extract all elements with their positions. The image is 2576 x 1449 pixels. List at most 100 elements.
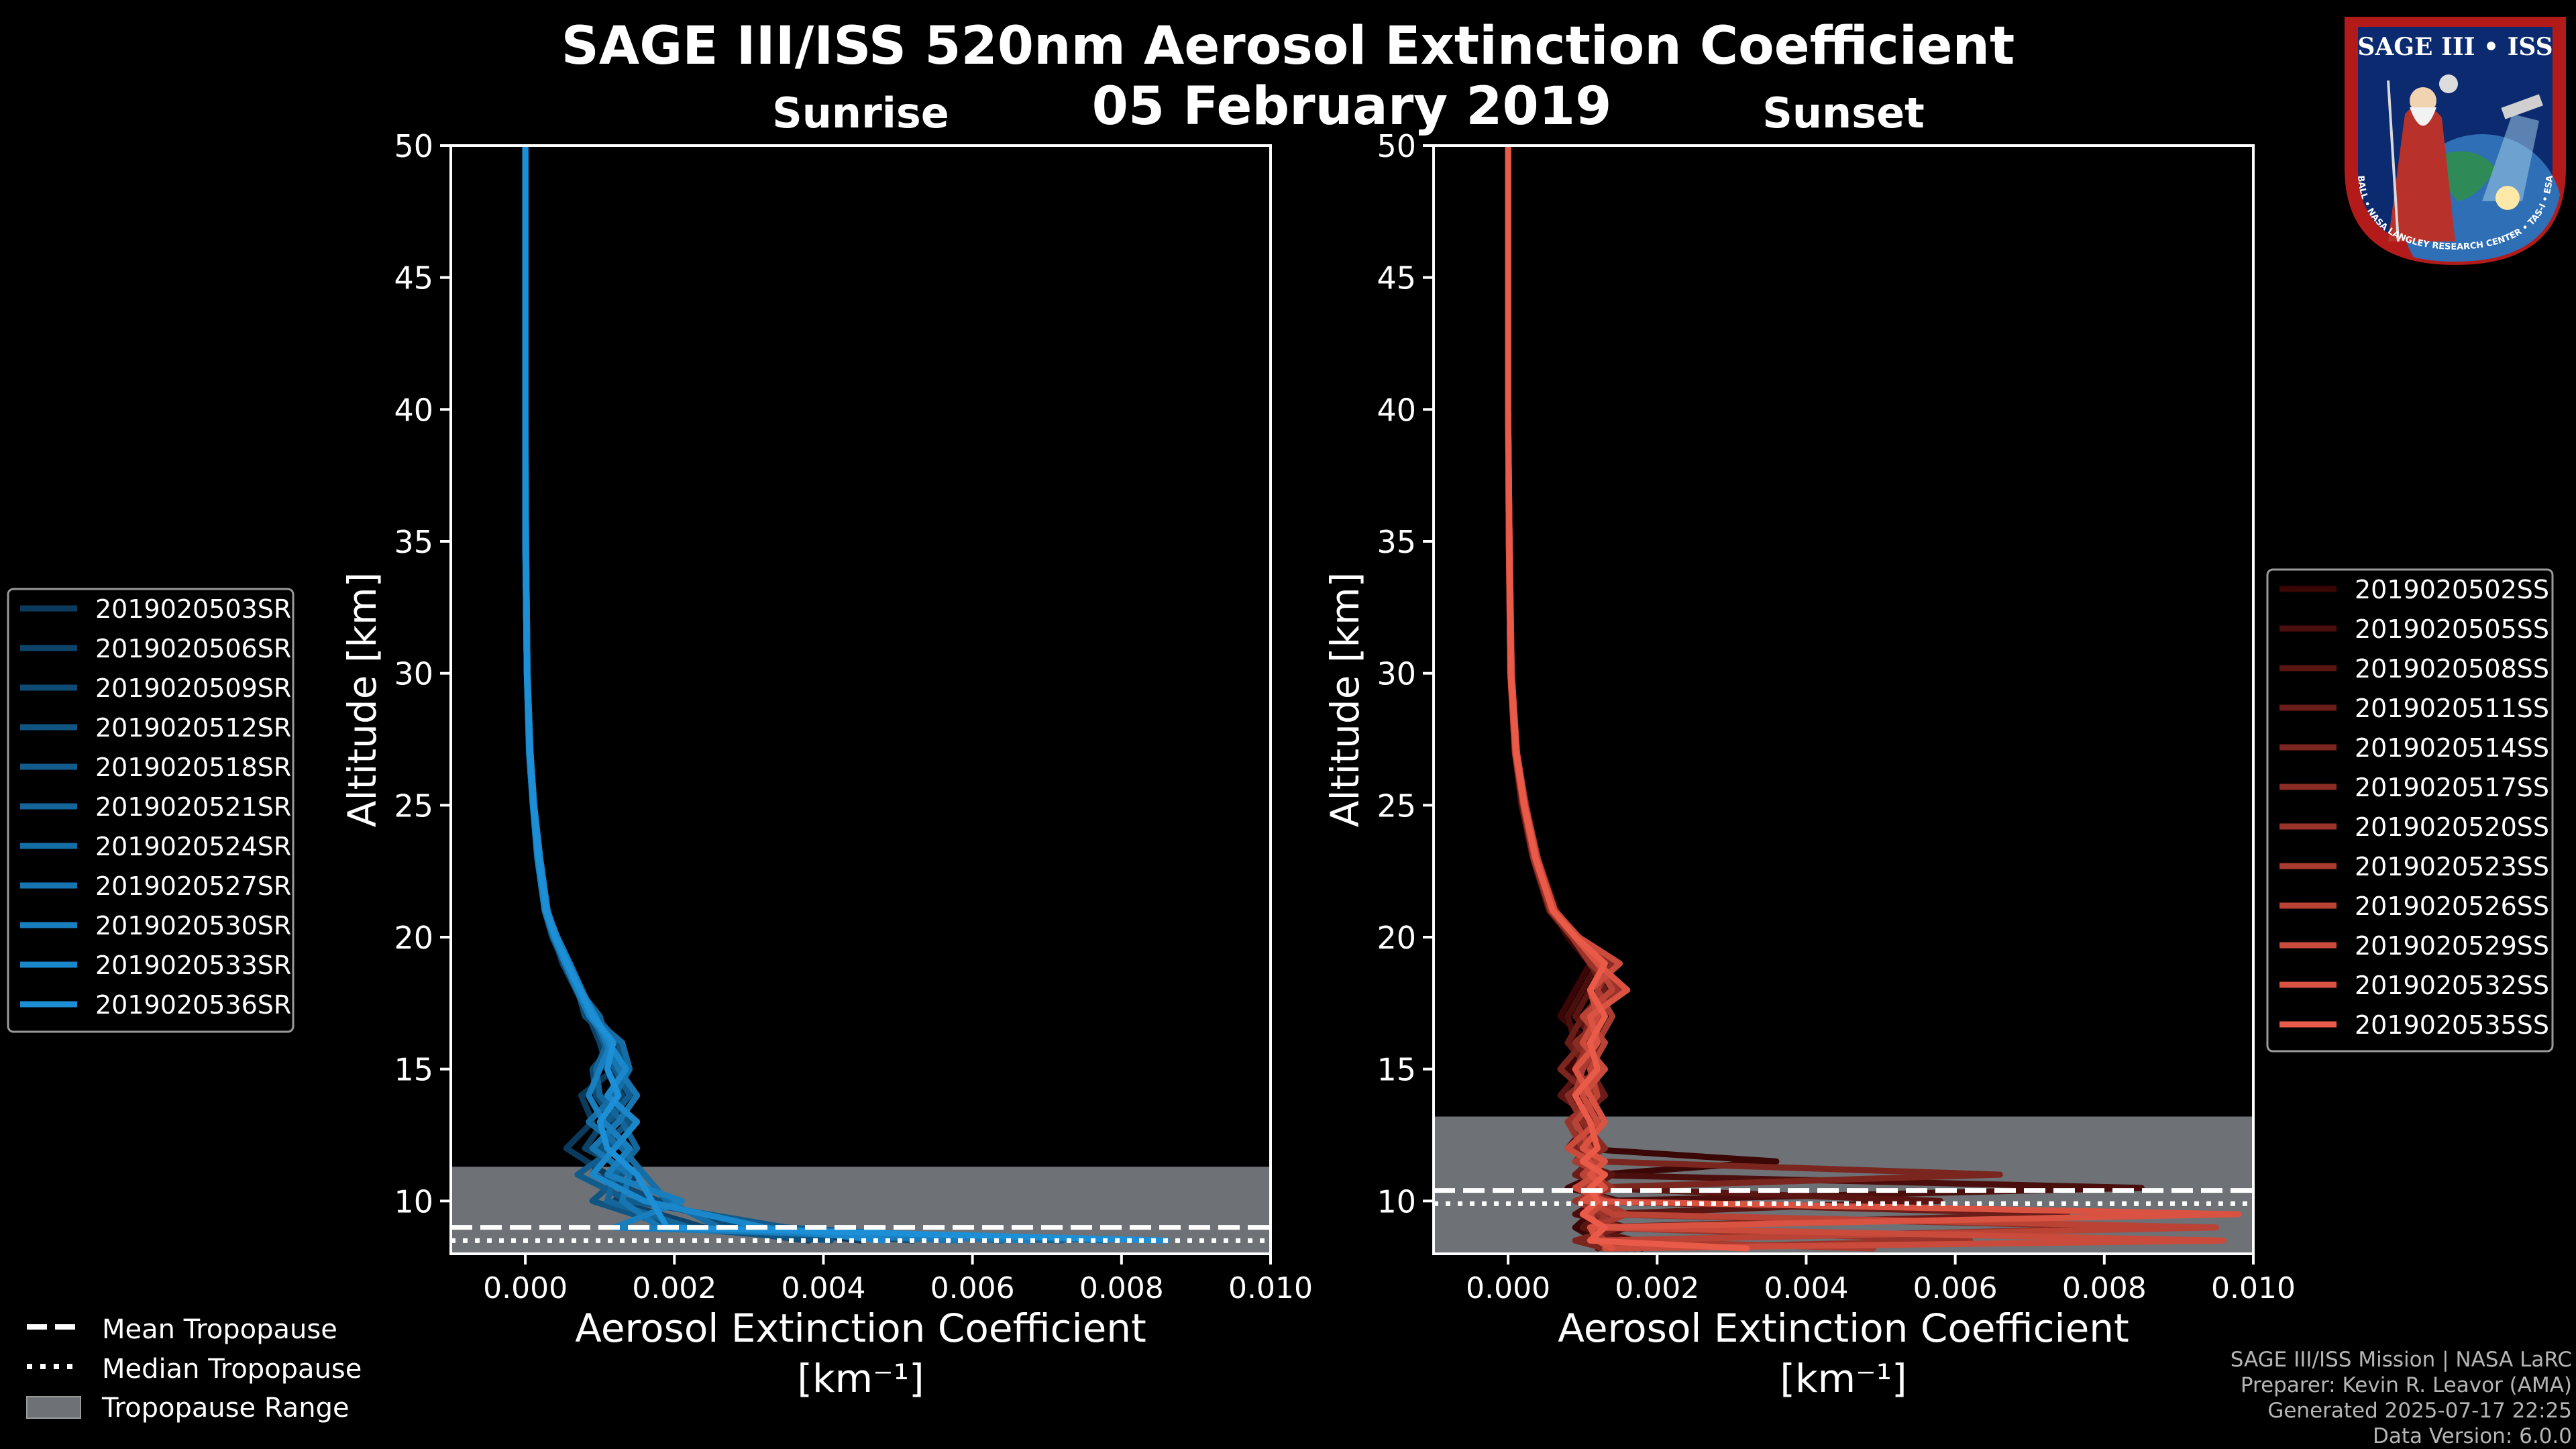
sunrise-x-tick-label: 0.006 bbox=[930, 1271, 1015, 1305]
sunrise-x-tick-label: 0.000 bbox=[483, 1271, 568, 1305]
sunrise-x-ticks: 0.000 0.002 0.004 0.006 0.008 0.010 bbox=[483, 1254, 1313, 1305]
mean-tropopause-legend-label: Mean Tropopause bbox=[102, 1314, 337, 1345]
sunrise-legend: 2019020503SR 2019020506SR 2019020509SR 2019… bbox=[7, 588, 294, 1033]
sunset-legend-entries: 2019020502SS 2019020505SS 2019020508SS 2019… bbox=[2279, 575, 2549, 1040]
tropopause-legend: Mean Tropopause Median Tropopause Tropop… bbox=[26, 1314, 362, 1424]
median-tropopause-legend-label: Median Tropopause bbox=[102, 1354, 362, 1385]
sunrise-legend-label: 2019020527SR bbox=[95, 871, 291, 901]
sunset-legend-label: 2019020511SS bbox=[2355, 694, 2549, 723]
sunrise-y-tick-label: 45 bbox=[394, 260, 433, 297]
logo-iss-icon bbox=[2501, 94, 2543, 119]
sunset-legend-label: 2019020529SS bbox=[2355, 931, 2549, 961]
sunrise-legend-label: 2019020530SR bbox=[95, 911, 291, 941]
logo-title: SAGE III • ISS bbox=[2357, 33, 2553, 61]
sunrise-y-axis-label: Altitude [km] bbox=[339, 572, 385, 827]
logo-light-beam-icon bbox=[2482, 114, 2539, 201]
sunset-x-axis-units: [km⁻¹] bbox=[1780, 1356, 1907, 1401]
sunrise-y-ticks: 10 15 20 25 30 35 40 45 50 bbox=[394, 128, 451, 1220]
sunset-legend-box bbox=[2266, 568, 2554, 1053]
sunset-x-tick-label: 0.000 bbox=[1466, 1271, 1550, 1305]
logo-figure-robe-icon bbox=[2388, 105, 2455, 241]
sunset-y-ticks: 10 15 20 25 30 35 40 45 50 bbox=[1377, 128, 1434, 1220]
sunset-y-tick-label: 25 bbox=[1377, 788, 1416, 824]
sunset-profile-lines bbox=[1505, 146, 2242, 1252]
sunset-legend-label: 2019020517SS bbox=[2355, 773, 2549, 802]
sunrise-legend-box bbox=[7, 588, 294, 1033]
sunrise-y-tick-label: 40 bbox=[394, 392, 433, 428]
tropopause-range-legend-swatch bbox=[26, 1396, 81, 1419]
sunrise-profile-lines bbox=[522, 146, 1169, 1244]
sunrise-legend-label: 2019020518SR bbox=[95, 753, 291, 782]
sunset-legend-label: 2019020535SS bbox=[2355, 1010, 2549, 1040]
sunrise-x-tick-label: 0.004 bbox=[781, 1271, 865, 1305]
logo-beard-icon bbox=[2410, 107, 2436, 126]
logo-sun-icon bbox=[2496, 186, 2520, 210]
sunset-x-tick-label: 0.008 bbox=[2062, 1271, 2147, 1305]
credit-generated: Generated 2025-07-17 22:25 bbox=[2267, 1399, 2572, 1423]
figure-title-line1: SAGE III/ISS 520nm Aerosol Extinction Co… bbox=[561, 16, 2015, 76]
sunset-x-tick-label: 0.010 bbox=[2211, 1271, 2296, 1305]
sunset-y-tick-label: 50 bbox=[1377, 128, 1416, 164]
logo-moon-icon bbox=[2439, 74, 2458, 93]
sunset-legend-label: 2019020508SS bbox=[2355, 654, 2549, 684]
sunset-y-tick-label: 30 bbox=[1377, 656, 1416, 692]
sunrise-x-tick-label: 0.010 bbox=[1228, 1271, 1313, 1305]
credit-preparer: Preparer: Kevin R. Leavor (AMA) bbox=[2241, 1373, 2572, 1397]
sunrise-y-tick-label: 10 bbox=[394, 1183, 433, 1220]
sunset-y-tick-label: 20 bbox=[1377, 920, 1416, 956]
sunrise-legend-label: 2019020512SR bbox=[95, 713, 291, 743]
sunset-legend-label: 2019020526SS bbox=[2355, 892, 2549, 921]
sunset-axes-frame bbox=[1432, 144, 2255, 1255]
sunset-y-tick-label: 10 bbox=[1377, 1183, 1416, 1220]
credit-mission: SAGE III/ISS Mission | NASA LaRC bbox=[2231, 1348, 2572, 1372]
sunset-x-tick-label: 0.006 bbox=[1913, 1271, 1998, 1305]
sunrise-x-axis-units: [km⁻¹] bbox=[797, 1356, 924, 1401]
sunset-y-tick-label: 15 bbox=[1377, 1052, 1416, 1088]
sunrise-x-tick-label: 0.002 bbox=[632, 1271, 716, 1305]
sunrise-x-axis-label: Aerosol Extinction Coefficient bbox=[575, 1305, 1146, 1351]
tropopause-range-legend-label: Tropopause Range bbox=[101, 1393, 350, 1424]
sunset-legend: 2019020502SS 2019020505SS 2019020508SS 2019… bbox=[2266, 568, 2554, 1053]
sunrise-y-tick-label: 30 bbox=[394, 656, 433, 692]
sunrise-panel-title: Sunrise bbox=[772, 89, 949, 138]
sunrise-axes-frame bbox=[449, 144, 1272, 1255]
sunrise-y-tick-label: 50 bbox=[394, 128, 433, 164]
sunset-legend-label: 2019020520SS bbox=[2355, 812, 2549, 842]
sunrise-legend-label: 2019020536SR bbox=[95, 990, 291, 1020]
sunrise-y-tick-label: 15 bbox=[394, 1052, 433, 1088]
sunset-x-tick-label: 0.002 bbox=[1615, 1271, 1699, 1305]
sunrise-legend-label: 2019020503SR bbox=[95, 594, 291, 624]
sunrise-y-tick-label: 20 bbox=[394, 920, 433, 956]
sunset-x-axis-label: Aerosol Extinction Coefficient bbox=[1558, 1305, 2129, 1351]
sunset-panel-title: Sunset bbox=[1762, 89, 1925, 138]
sunset-y-tick-label: 35 bbox=[1377, 524, 1416, 560]
logo-staff-icon bbox=[2387, 80, 2400, 242]
logo-continent-icon bbox=[2442, 151, 2496, 201]
credits-block: SAGE III/ISS Mission | NASA LaRC Prepare… bbox=[2231, 1348, 2572, 1448]
sunset-profile-2019020535SS bbox=[1505, 146, 1750, 1252]
sunset-legend-label: 2019020532SS bbox=[2355, 971, 2549, 1000]
sunset-legend-label: 2019020514SS bbox=[2355, 733, 2549, 763]
sunrise-y-tick-label: 35 bbox=[394, 524, 433, 560]
sunrise-y-tick-label: 25 bbox=[394, 788, 433, 824]
sunrise-legend-entries: 2019020503SR 2019020506SR 2019020509SR 2019… bbox=[20, 594, 291, 1020]
sunset-legend-label: 2019020502SS bbox=[2355, 575, 2549, 604]
credit-data-version: Data Version: 6.0.0 bbox=[2373, 1424, 2572, 1448]
sunrise-legend-label: 2019020506SR bbox=[95, 634, 291, 663]
sunrise-legend-label: 2019020521SR bbox=[95, 792, 291, 822]
sunrise-profile-2019020536SR bbox=[522, 146, 1169, 1244]
sunset-x-ticks: 0.000 0.002 0.004 0.006 0.008 0.010 bbox=[1466, 1254, 2296, 1305]
sunset-legend-label: 2019020505SS bbox=[2355, 614, 2549, 644]
sunset-y-tick-label: 45 bbox=[1377, 260, 1416, 297]
sunrise-x-tick-label: 0.008 bbox=[1079, 1271, 1164, 1305]
sunset-y-axis-label: Altitude [km] bbox=[1322, 572, 1368, 827]
sunrise-legend-label: 2019020533SR bbox=[95, 951, 291, 980]
sunset-legend-label: 2019020523SS bbox=[2355, 852, 2549, 881]
sunset-y-tick-label: 40 bbox=[1377, 392, 1416, 428]
figure-title-line2: 05 February 2019 bbox=[1092, 76, 1612, 137]
sunrise-legend-label: 2019020524SR bbox=[95, 832, 291, 861]
sunset-x-tick-label: 0.004 bbox=[1764, 1271, 1848, 1305]
